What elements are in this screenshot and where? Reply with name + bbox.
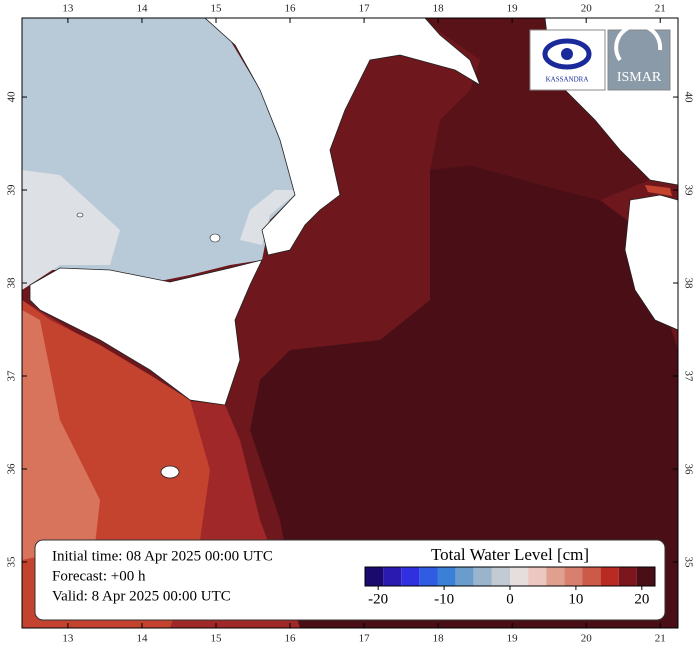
colorbar-swatch (365, 567, 384, 586)
sea-light (22, 310, 100, 560)
colorbar-label: 10 (568, 591, 583, 607)
lat-label: 38 (6, 277, 18, 289)
colorbar-swatch (582, 567, 601, 586)
colorbar-swatch (419, 567, 438, 586)
lon-label: 17 (359, 3, 371, 15)
logo-eye (561, 48, 573, 60)
colorbar-title: Total Water Level [cm] (431, 545, 589, 564)
sea-adriatic (420, 18, 650, 200)
lon-label: 16 (285, 633, 297, 645)
inlet (565, 115, 600, 150)
sea-core (250, 165, 678, 628)
land-italy (203, 17, 481, 256)
logo-eye (542, 38, 592, 70)
lat-label: 35 (6, 556, 18, 568)
lat-label: 40 (682, 92, 694, 104)
valid-time: Valid: 8 Apr 2025 00:00 UTC (52, 588, 231, 604)
initial-time: Initial time: 08 Apr 2025 00:00 UTC (52, 548, 273, 564)
info-panel (34, 539, 666, 621)
lon-label: 19 (507, 633, 519, 645)
colorbar-swatch (437, 567, 456, 586)
lon-label: 16 (285, 3, 297, 15)
lat-label: 38 (682, 278, 694, 290)
lon-label: 13 (62, 3, 74, 15)
lat-label: 36 (6, 463, 18, 475)
lat-label: 36 (682, 463, 694, 475)
lon-label: 15 (210, 3, 222, 15)
land-greece (624, 194, 679, 331)
lon-label: 18 (433, 3, 445, 15)
logo-swirl (614, 23, 663, 62)
logo-text: ISMAR (617, 70, 662, 85)
sea-tyrrhenian-light (22, 170, 120, 290)
lon-label: 19 (507, 3, 519, 15)
sea-tyrrhenian-light (240, 190, 300, 245)
colorbar-label: 0 (506, 591, 514, 607)
lat-label: 37 (682, 371, 694, 383)
colorbar-label: -20 (368, 591, 388, 607)
lon-label: 20 (581, 3, 593, 15)
colorbar-swatch (564, 567, 583, 586)
colorbar-label: -10 (434, 591, 454, 607)
lon-label: 21 (655, 3, 666, 15)
lon-label: 21 (655, 633, 666, 645)
lat-label: 37 (6, 370, 18, 382)
colorbar-swatch (600, 567, 619, 586)
logos: KASSANDRA ISMAR (529, 23, 671, 91)
colorbar-swatch (383, 567, 402, 586)
colorbar-swatch (528, 567, 547, 586)
lat-label: 40 (6, 91, 18, 103)
lat-label: 39 (682, 185, 694, 197)
lat-label: 39 (6, 184, 18, 196)
land-sicily (29, 259, 263, 406)
island-corfu (645, 185, 672, 196)
colorbar-swatch (473, 567, 492, 586)
colorbar-swatch (636, 567, 655, 586)
colorbar-swatch (455, 567, 474, 586)
colorbar-swatch (401, 567, 420, 586)
island-malta (160, 465, 180, 479)
island (209, 233, 221, 243)
lon-label: 14 (136, 3, 148, 15)
lon-label: 20 (581, 633, 593, 645)
map-frame (21, 17, 679, 629)
lon-label: 15 (210, 633, 222, 645)
lon-label: 14 (136, 633, 148, 645)
island (76, 212, 84, 218)
map-area (21, 17, 679, 629)
colorbar-swatch (510, 567, 529, 586)
lon-label: 18 (433, 633, 445, 645)
forecast: Forecast: +00 h (52, 568, 146, 584)
colorbar-swatch (618, 567, 637, 586)
logo-text: KASSANDRA (546, 76, 589, 84)
lon-label: 17 (359, 633, 371, 645)
lat-label: 35 (682, 556, 694, 568)
colorbar-swatch (491, 567, 510, 586)
colorbar-swatch (546, 567, 565, 586)
lon-label: 13 (62, 633, 74, 645)
info-box: Initial time: 08 Apr 2025 00:00 UTC Fore… (34, 539, 666, 621)
colorbar-label: 20 (634, 591, 649, 607)
